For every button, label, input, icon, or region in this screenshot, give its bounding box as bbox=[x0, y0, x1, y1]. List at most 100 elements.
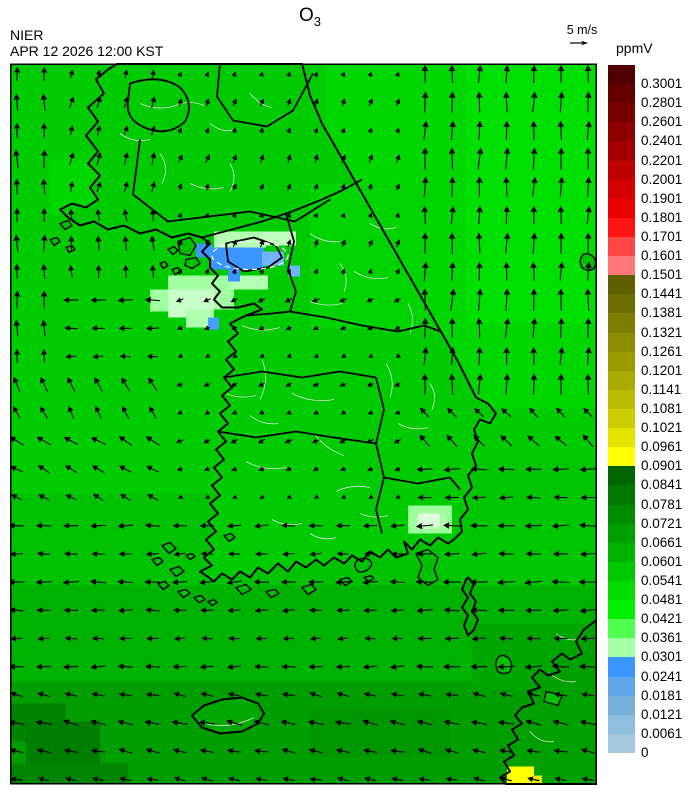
wind-arrow-icon bbox=[312, 325, 319, 331]
colorbar-segment bbox=[608, 198, 635, 219]
wind-arrow-icon bbox=[41, 207, 48, 223]
wind-arrow-icon bbox=[281, 607, 296, 614]
wind-arrow-icon bbox=[282, 551, 295, 557]
wind-arrow-icon bbox=[525, 607, 542, 614]
wind-arrow-icon bbox=[340, 409, 347, 415]
wind-arrow-icon bbox=[150, 96, 157, 109]
wind-arrow-icon bbox=[448, 91, 456, 113]
colorbar-segment bbox=[608, 714, 635, 735]
wind-arrow-icon bbox=[496, 579, 516, 586]
colorbar-label: 0.0181 bbox=[641, 687, 683, 703]
wind-arrow-icon bbox=[37, 635, 50, 642]
wind-arrow-icon bbox=[199, 579, 215, 586]
wind-arrow-icon bbox=[254, 663, 269, 670]
wind-arrow-icon bbox=[579, 466, 596, 473]
wind-arrow-icon bbox=[393, 438, 402, 444]
wind-arrow-icon bbox=[40, 348, 48, 364]
wind-arrow-icon bbox=[37, 691, 51, 698]
wind-arrow-icon bbox=[144, 663, 161, 670]
colorbar-label: 0.1081 bbox=[641, 401, 683, 416]
wind-arrow-icon bbox=[336, 607, 350, 614]
wind-arrow-icon bbox=[553, 494, 568, 501]
wind-arrow-icon bbox=[171, 719, 188, 726]
wind-arrow-icon bbox=[415, 522, 434, 530]
wind-arrow-icon bbox=[310, 635, 322, 642]
wind-arrow-icon bbox=[584, 288, 592, 311]
wind-arrow-icon bbox=[390, 522, 405, 529]
wind-arrow-icon bbox=[498, 494, 514, 501]
wind-arrow-icon bbox=[90, 607, 106, 614]
wind-arrow-icon bbox=[307, 719, 324, 726]
wind-arrow-icon bbox=[204, 98, 210, 107]
wind-arrow-icon bbox=[145, 607, 160, 614]
wind-arrow-icon bbox=[417, 691, 431, 698]
wind-arrow-icon bbox=[553, 691, 567, 698]
wind-arrow-icon bbox=[366, 381, 374, 387]
wind-arrow-icon bbox=[96, 152, 102, 166]
wind-arrow-icon bbox=[9, 747, 24, 754]
wind-arrow-icon bbox=[368, 494, 374, 499]
wind-arrow-icon bbox=[255, 635, 267, 642]
wind-scale-arrow-icon bbox=[570, 40, 588, 46]
wind-arrow-icon bbox=[91, 691, 105, 698]
wind-arrow-icon bbox=[471, 747, 486, 754]
wind-arrow-icon bbox=[63, 607, 78, 614]
wind-arrow-icon bbox=[421, 91, 429, 113]
wind-arrow-icon bbox=[203, 381, 211, 387]
wind-arrow-icon bbox=[231, 212, 237, 218]
wind-arrow-icon bbox=[395, 353, 401, 358]
wind-arrow-icon bbox=[226, 579, 242, 586]
wind-arrow-icon bbox=[364, 776, 377, 783]
wind-arrow-icon bbox=[525, 466, 542, 473]
wind-arrow-icon bbox=[503, 91, 510, 113]
wind-arrow-icon bbox=[526, 635, 541, 642]
wind-arrow-icon bbox=[367, 466, 374, 472]
wind-arrow-icon bbox=[230, 297, 238, 303]
wind-arrow-icon bbox=[416, 719, 433, 726]
wind-arrow-icon bbox=[122, 406, 130, 419]
wind-arrow-icon bbox=[421, 373, 429, 395]
colorbar-label: 0.0421 bbox=[641, 611, 683, 627]
wind-arrow-icon bbox=[173, 551, 186, 557]
wind-arrow-icon bbox=[557, 147, 565, 170]
colorbar-segment bbox=[608, 485, 635, 505]
wind-arrow-icon bbox=[91, 325, 105, 332]
wind-arrow-icon bbox=[198, 719, 215, 726]
wind-arrow-icon bbox=[395, 239, 401, 248]
wind-arrow-icon bbox=[448, 147, 456, 170]
wind-arrow-icon bbox=[367, 212, 373, 218]
wind-arrow-icon bbox=[584, 147, 592, 170]
wind-arrow-icon bbox=[443, 522, 461, 529]
wind-arrow-icon bbox=[254, 522, 269, 529]
wind-arrow-icon bbox=[336, 776, 349, 783]
wind-arrow-icon bbox=[335, 579, 351, 586]
wind-arrow-icon bbox=[91, 747, 106, 755]
wind-arrow-icon bbox=[63, 747, 78, 755]
wind-arrow-icon bbox=[558, 346, 565, 365]
wind-arrow-icon bbox=[530, 205, 538, 224]
wind-arrow-icon bbox=[336, 691, 350, 698]
concentration-map[interactable] bbox=[8, 62, 598, 786]
wind-arrow-icon bbox=[312, 381, 320, 387]
wind-arrow-icon bbox=[176, 381, 184, 387]
colorbar-segment bbox=[608, 332, 635, 353]
wind-arrow-icon bbox=[68, 69, 75, 79]
wind-arrow-icon bbox=[503, 373, 511, 395]
wind-arrow-icon bbox=[174, 635, 186, 642]
wind-arrow-icon bbox=[476, 261, 483, 281]
colorbar-segment bbox=[608, 466, 635, 486]
wind-arrow-icon bbox=[204, 239, 210, 248]
anomaly-cell bbox=[262, 251, 284, 266]
wind-arrow-icon bbox=[91, 635, 105, 642]
wind-arrow-icon bbox=[253, 719, 270, 726]
wind-arrow-icon bbox=[552, 607, 569, 614]
wind-arrow-icon bbox=[68, 235, 75, 251]
wind-arrow-icon bbox=[177, 494, 184, 499]
wind-arrow-icon bbox=[448, 232, 456, 254]
wind-arrow-icon bbox=[530, 232, 538, 254]
wind-arrow-icon bbox=[313, 239, 319, 248]
wind-arrow-icon bbox=[286, 154, 292, 164]
wind-arrow-icon bbox=[226, 663, 242, 670]
wind-arrow-icon bbox=[8, 522, 25, 529]
pollutant-subscript: 3 bbox=[313, 13, 321, 29]
